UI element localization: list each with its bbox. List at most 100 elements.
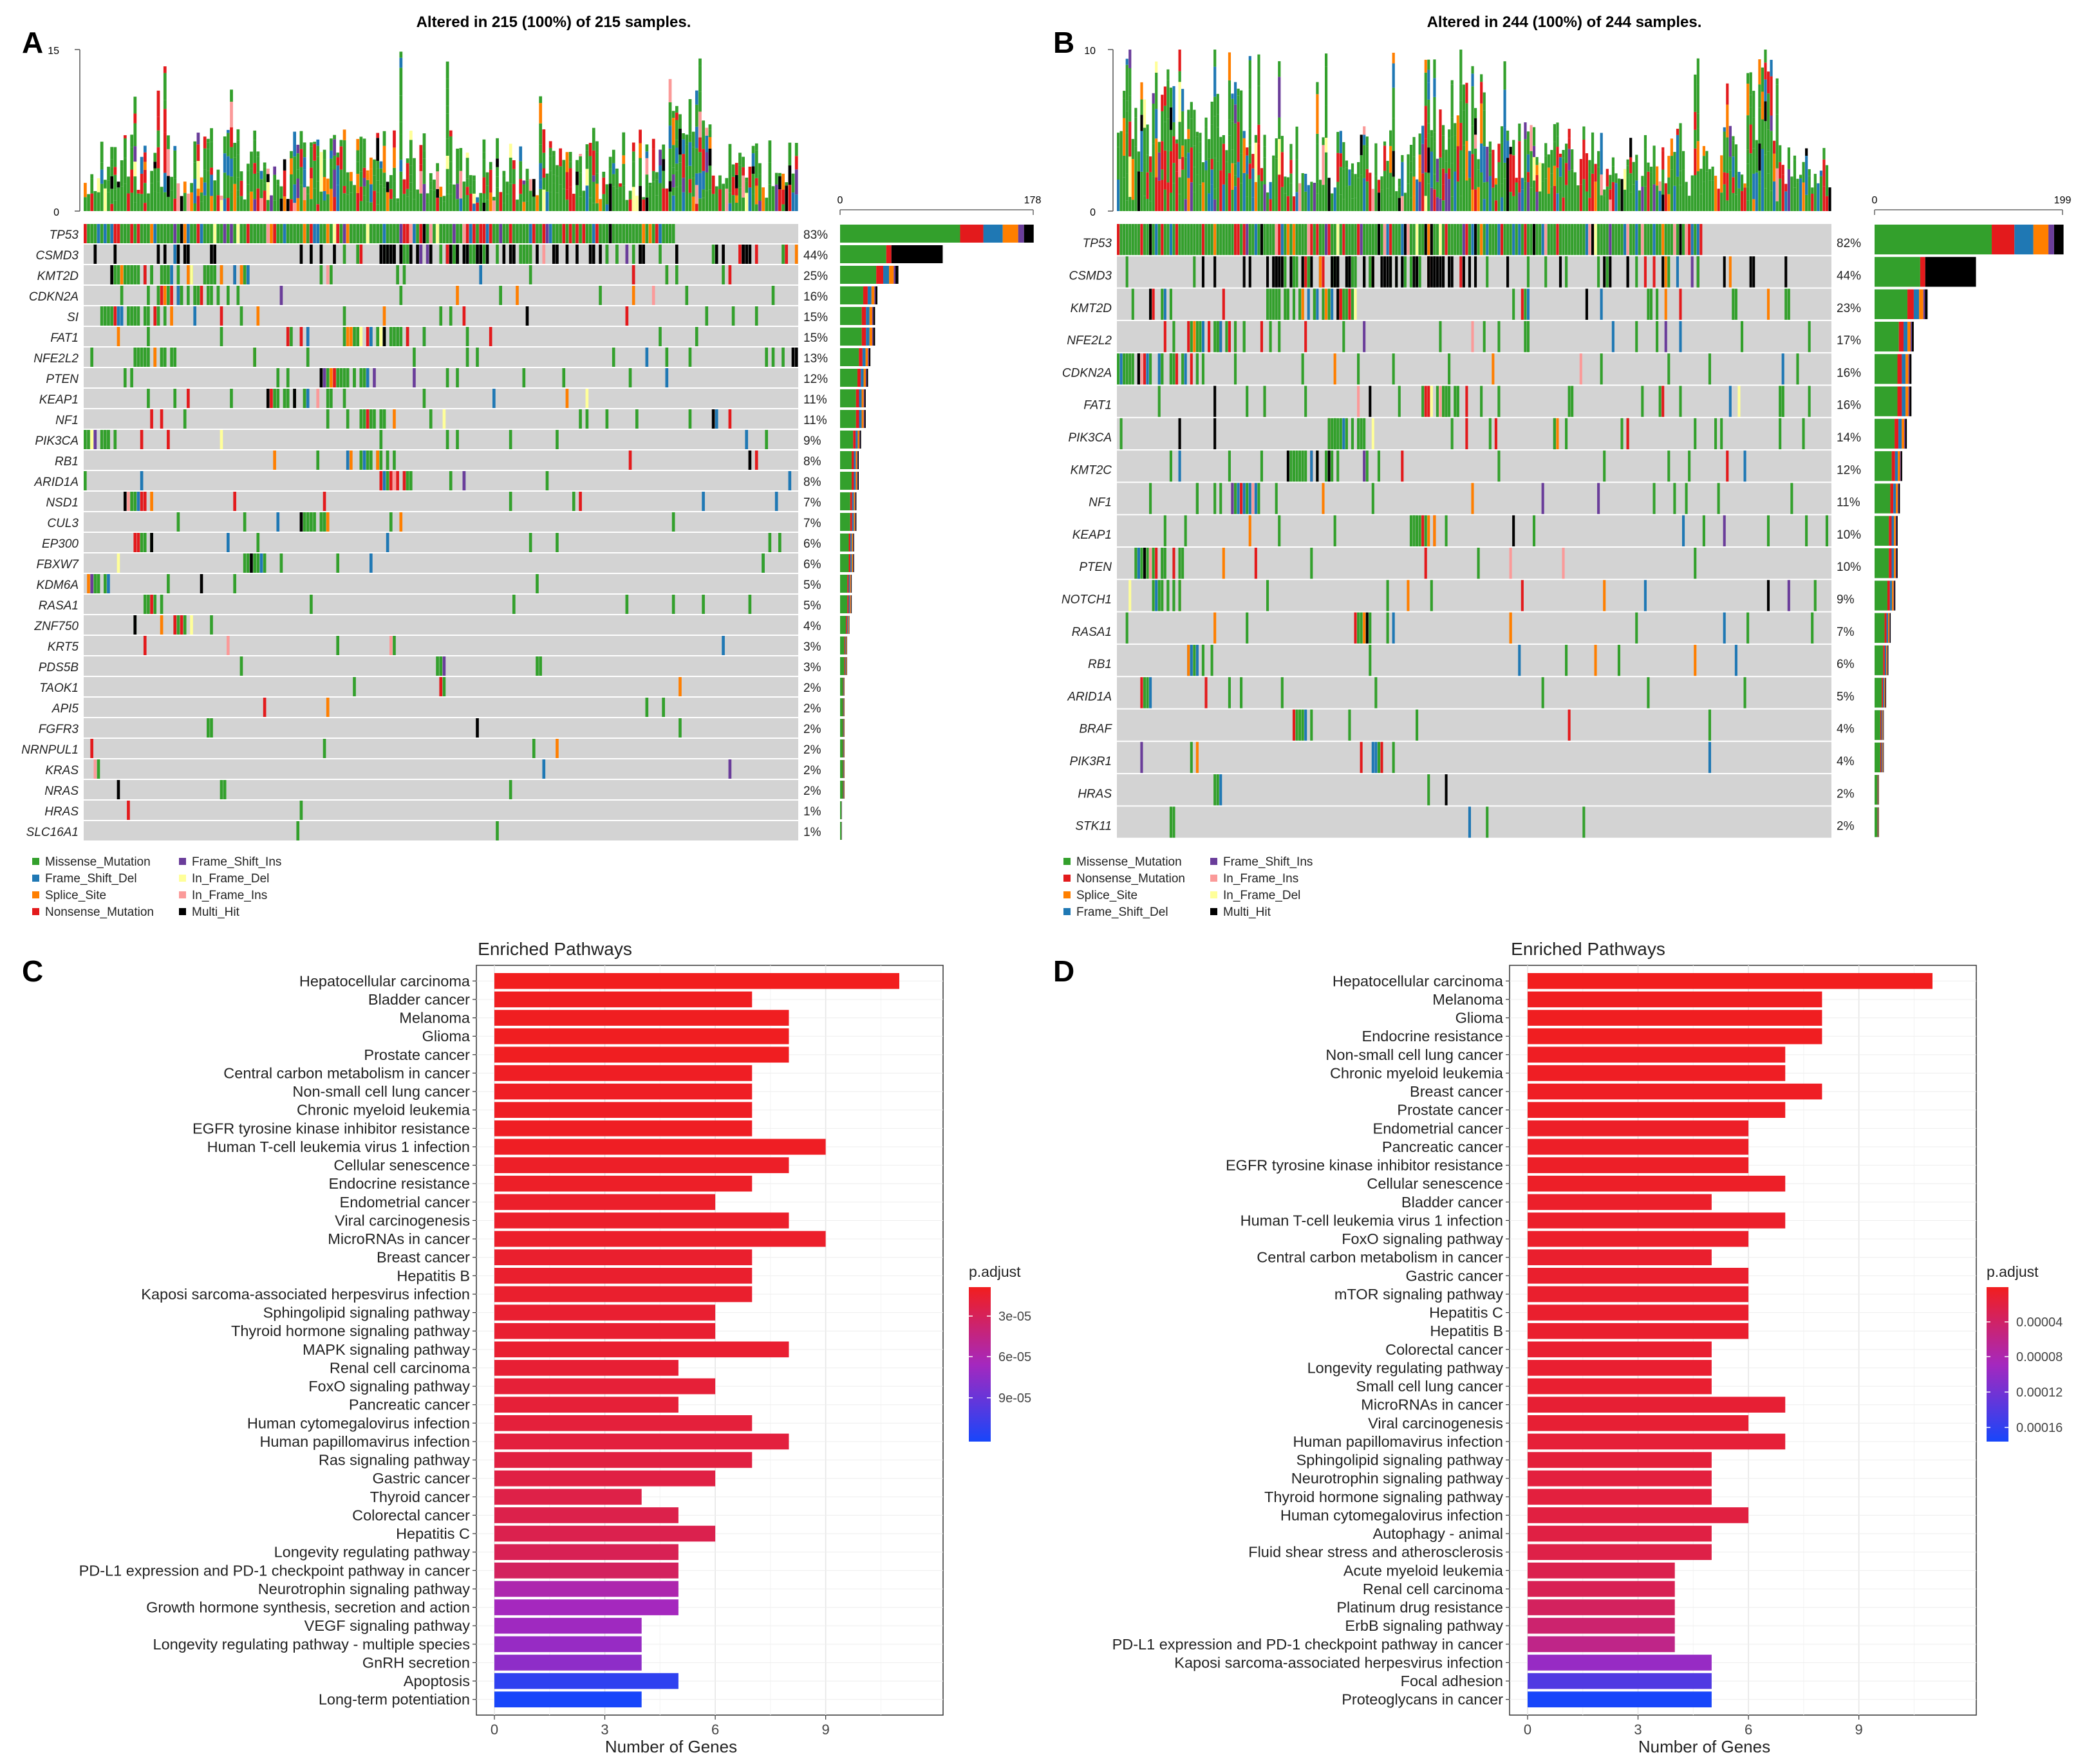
tmb-bar-segment [1450,196,1454,211]
mutation-cell [1811,612,1814,644]
gene-count-bar-segment [840,760,843,778]
mutation-cell [323,512,326,532]
gene-count-bar-segment [857,431,860,449]
tmb-bar-segment [651,181,655,205]
chart-title: Enriched Pathways [478,939,632,959]
gene-count-bar-segment [873,328,875,346]
tmb-bar-segment [1257,174,1260,211]
tmb-bar-segment [1805,148,1808,156]
gene-count-bar-segment [1925,257,1976,287]
mutation-cell [1301,353,1304,385]
tmb-bar-segment [1278,117,1281,139]
mutation-cell [156,286,160,305]
tmb-bar-segment [1673,152,1676,163]
tmb-bar-segment [496,187,499,211]
tmb-bar-segment [143,152,147,162]
tmb-bar-segment [1629,192,1633,211]
mutation-cell [176,286,180,305]
gene-count-bar-segment [1908,386,1910,416]
pathway-bar [494,1673,679,1689]
mutation-cell [319,224,323,243]
mutation-cell [1157,385,1161,417]
gene-label: CDKN2A [1062,366,1112,380]
tmb-bar-segment [1661,169,1665,183]
gene-count-bar-segment [840,698,843,716]
tmb-bar-segment [1360,174,1363,211]
tmb-bar-segment [299,149,303,167]
tmb-bar-segment [619,183,622,187]
tmb-bar-segment [1726,172,1729,201]
tmb-bar-segment [1439,109,1442,128]
tmb-bar-segment [389,189,393,200]
tmb-bar-segment [1193,136,1196,146]
tmb-bar-segment [1503,162,1506,179]
tmb-bar-segment [1758,170,1761,184]
tmb-bar-segment [1292,196,1296,211]
tmb-bar-segment [130,169,134,193]
mutation-cell [1558,256,1562,288]
tmb-bar-segment [559,184,563,211]
tmb-bar-segment [90,193,94,211]
tmb-bar-segment [1125,64,1128,101]
tmb-bar-segment [1430,187,1433,211]
tmb-bar-segment [120,160,124,167]
tmb-bar-segment [1647,162,1650,172]
mutation-cell [220,306,223,326]
tmb-bar-segment [1773,181,1776,211]
tmb-bar-segment [735,188,738,196]
mutation-cell [1351,256,1354,288]
gene-count-bar-segment [1894,548,1896,579]
tmb-bar-segment [659,149,662,166]
mutation-cell [290,224,293,243]
tmb-bar-segment [1172,183,1175,211]
mutation-cell [1331,450,1334,482]
pathway-bar [494,1470,716,1487]
tmb-bar-segment [1558,153,1562,158]
pathway-bar [1528,1470,1712,1487]
tmb-bar-segment [1161,180,1164,211]
gene-count-bar-segment [840,657,845,675]
mutation-cell [356,224,359,243]
mutation-cell [1717,483,1720,514]
mutation-cell [210,718,213,738]
mutation-cell [1201,224,1205,255]
mutation-cell [190,615,193,635]
mutation-cell [153,348,157,367]
tmb-bar-segment [496,138,499,159]
tmb-bar-segment [1187,109,1190,129]
tmb-bar-segment [565,200,569,211]
mutation-cell [1500,224,1504,255]
tmb-bar-segment [695,185,698,204]
tmb-bar-segment [771,189,775,211]
tmb-bar-segment [1480,74,1483,82]
gene-count-bar-segment [848,554,851,572]
legend-colorbar [1987,1287,2008,1442]
mutation-cell [1497,320,1501,353]
legend-swatch [32,875,39,882]
tmb-bar-segment [296,178,300,198]
tmb-bar-segment [296,153,300,170]
mutation-cell [1298,709,1302,741]
tmb-bar-segment [1805,156,1808,195]
tmb-bar-segment [1427,82,1430,100]
tmb-bar-segment [745,177,749,181]
tmb-bar-segment [1726,83,1729,105]
tmb-bar-segment [1828,187,1831,211]
mutation-cell [645,698,649,717]
mutation-cell [227,286,230,305]
gene-count-bar-segment [1925,289,1928,319]
mutation-cell [310,245,313,264]
tmb-bar-segment [1157,180,1161,211]
tmb-bar-segment [333,135,336,140]
pathway-bar [1528,1065,1786,1081]
tmb-bar-segment [1711,180,1714,211]
mutation-cell [173,224,177,243]
tmb-bar-segment [771,186,775,190]
tmb-bar-segment [1123,155,1126,178]
tmb-bar-segment [579,172,583,181]
mutation-cell [1389,224,1392,255]
tmb-bar-segment [1568,138,1571,149]
mutation-cell [93,574,97,593]
mutation-cell [84,224,87,243]
gene-count-bar-segment [1884,678,1886,708]
